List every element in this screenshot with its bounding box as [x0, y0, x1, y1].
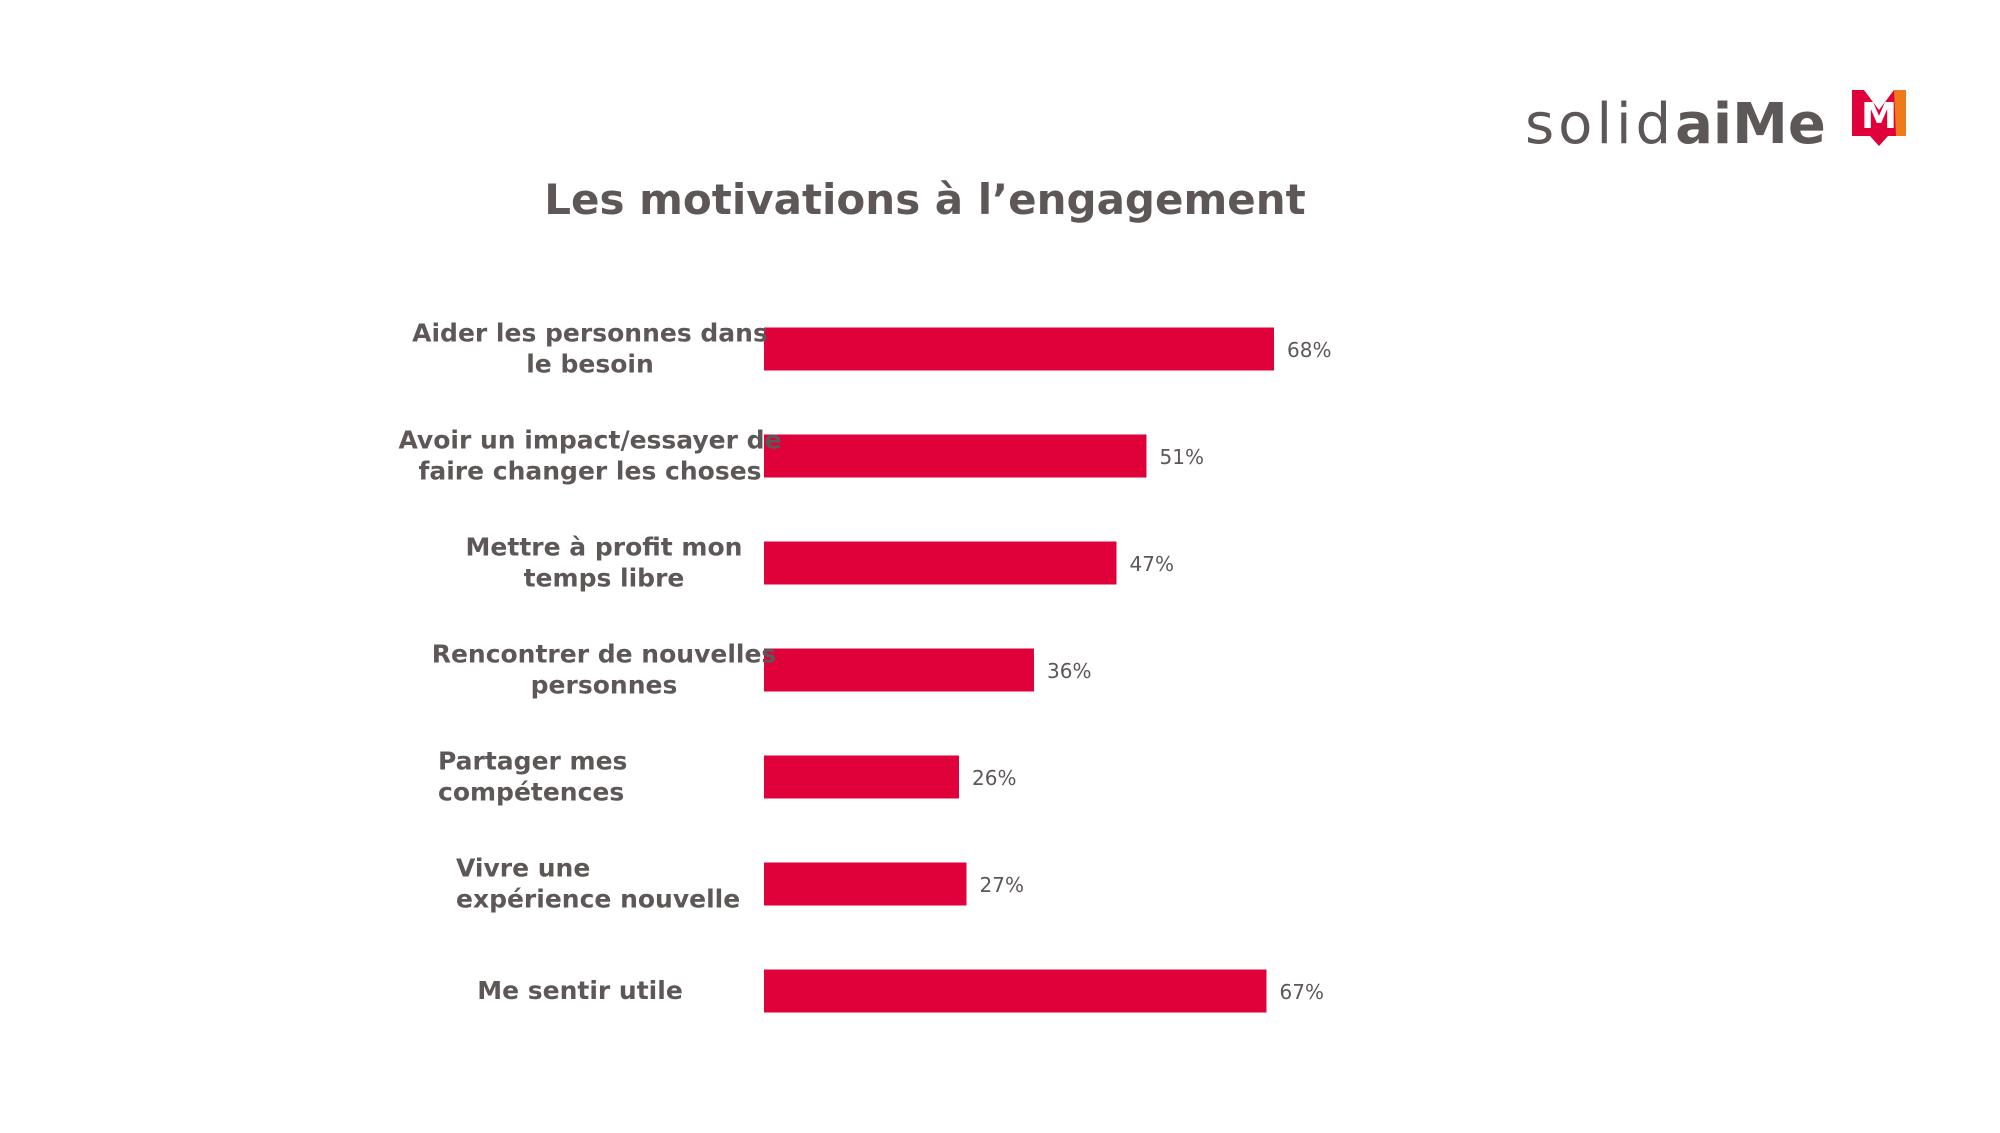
category-label-line: le besoin — [526, 350, 654, 379]
category-label-line: compétences — [438, 778, 624, 807]
category-label-line: temps libre — [524, 564, 685, 593]
value-label-2: 51% — [1160, 445, 1204, 469]
chart-value-labels: 68% 51% 47% 36% 26% 27% 67% — [972, 338, 1331, 1004]
brand-wordmark-light: solid — [1525, 92, 1675, 157]
category-label-3: Mettre à profit mon temps libre — [466, 533, 743, 593]
chart-bars — [764, 327, 1274, 1013]
category-label-line: faire changer les choses — [418, 457, 761, 486]
category-label-line: Aider les personnes dans — [412, 319, 768, 348]
category-label-line: Me sentir utile — [477, 976, 683, 1005]
brand-wordmark: solidaiMe — [1525, 92, 1826, 157]
bar-7 — [764, 969, 1267, 1013]
category-label-line: Avoir un impact/essayer de — [398, 426, 781, 455]
bar-1 — [764, 327, 1274, 371]
category-label-line: Rencontrer de nouvelles — [432, 640, 777, 669]
brand-header: solidaiMe M — [1525, 90, 1906, 157]
bar-5 — [764, 755, 959, 799]
value-label-4: 36% — [1047, 659, 1091, 683]
brand-logo-letter: M — [1861, 96, 1897, 137]
value-label-3: 47% — [1130, 552, 1174, 576]
category-label-line: expérience nouvelle — [456, 885, 740, 914]
category-label-7: Me sentir utile — [477, 976, 683, 1005]
bar-4 — [764, 648, 1034, 692]
category-label-6: Vivre une expérience nouvelle — [456, 854, 740, 914]
bar-2 — [764, 434, 1147, 478]
brand-logo-accent — [1894, 90, 1906, 136]
brand-logo-icon: M — [1852, 90, 1906, 146]
chart-title: Les motivations à l’engagement — [544, 175, 1305, 224]
value-label-7: 67% — [1280, 980, 1324, 1004]
category-label-line: personnes — [531, 671, 678, 700]
brand-wordmark-bold: aiMe — [1675, 92, 1826, 157]
bar-3 — [764, 541, 1117, 585]
category-label-line: Partager mes — [438, 747, 627, 776]
value-label-1: 68% — [1287, 338, 1331, 362]
value-label-6: 27% — [980, 873, 1024, 897]
category-label-line: Vivre une — [456, 854, 590, 883]
category-label-line: Mettre à profit mon — [466, 533, 743, 562]
value-label-5: 26% — [972, 766, 1016, 790]
category-label-4: Rencontrer de nouvelles personnes — [432, 640, 777, 700]
brand-logo-shape — [1852, 90, 1906, 146]
category-label-1: Aider les personnes dans le besoin — [412, 319, 768, 379]
category-label-5: Partager mes compétences — [438, 747, 627, 807]
bar-6 — [764, 862, 967, 906]
category-label-2: Avoir un impact/essayer de faire changer … — [398, 426, 781, 486]
chart-category-labels: Aider les personnes dans le besoin Avoir u… — [398, 319, 781, 1006]
